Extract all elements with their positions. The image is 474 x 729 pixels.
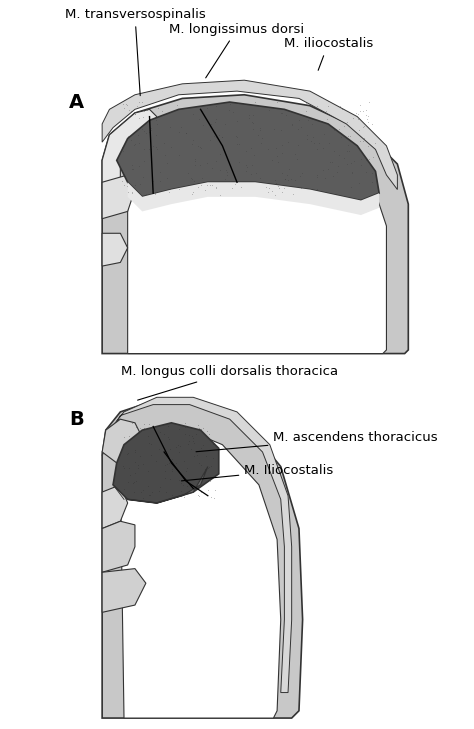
Polygon shape (102, 401, 302, 718)
Polygon shape (102, 80, 397, 190)
Polygon shape (102, 109, 157, 190)
Polygon shape (120, 426, 281, 718)
Polygon shape (102, 397, 292, 693)
Polygon shape (102, 521, 135, 572)
Polygon shape (102, 419, 142, 463)
Text: M. iliocostalis: M. iliocostalis (283, 37, 373, 70)
Text: A: A (69, 93, 84, 112)
Polygon shape (102, 175, 135, 219)
Text: M. longus colli dorsalis thoracica: M. longus colli dorsalis thoracica (121, 365, 338, 400)
Polygon shape (128, 142, 386, 354)
Polygon shape (113, 423, 219, 503)
Polygon shape (117, 102, 379, 200)
Polygon shape (102, 569, 146, 612)
Polygon shape (128, 182, 379, 215)
Polygon shape (128, 467, 208, 503)
Text: M. transversospinalis: M. transversospinalis (64, 8, 205, 95)
Polygon shape (102, 95, 408, 354)
Polygon shape (102, 485, 128, 529)
Text: M. Iliocostalis: M. Iliocostalis (182, 464, 334, 481)
Text: B: B (69, 410, 84, 429)
Polygon shape (102, 233, 128, 266)
Text: M. longissimus dorsi: M. longissimus dorsi (169, 23, 305, 78)
Text: M. ascendens thoracicus: M. ascendens thoracicus (196, 431, 438, 452)
